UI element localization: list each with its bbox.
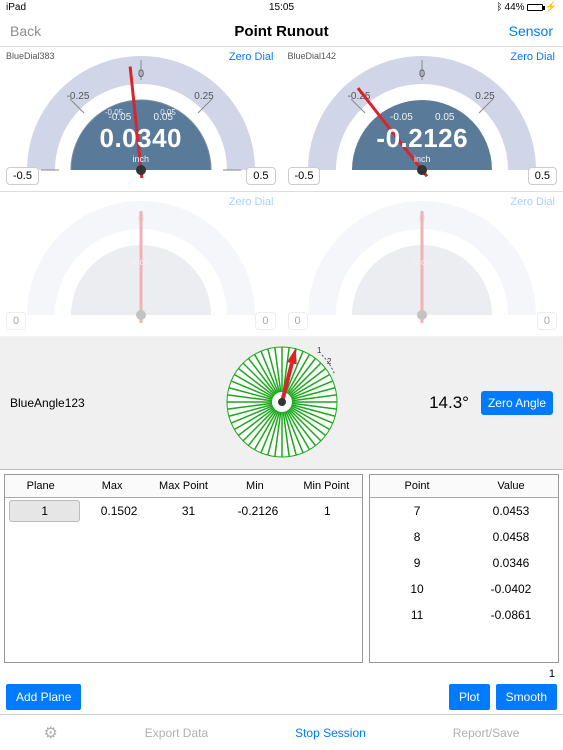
dial-2-reading: -0.05 0.05 -0.2126 inch bbox=[376, 112, 468, 164]
table-row[interactable]: 10-0.0402 bbox=[370, 576, 558, 602]
battery-icon bbox=[527, 4, 543, 11]
col-maxpoint: Max Point bbox=[148, 475, 219, 497]
svg-text:-0.25: -0.25 bbox=[66, 91, 89, 102]
svg-text:0.25: 0.25 bbox=[476, 91, 496, 102]
sensor-button[interactable]: Sensor bbox=[509, 23, 553, 39]
col-point: Point bbox=[370, 475, 464, 497]
status-time: 15:05 bbox=[0, 2, 563, 13]
svg-text:2: 2 bbox=[327, 357, 332, 366]
col-value: Value bbox=[464, 475, 558, 497]
svg-text:0: 0 bbox=[419, 68, 425, 80]
stop-session-button[interactable]: Stop Session bbox=[295, 726, 366, 740]
button-row: Add Plane Plot Smooth bbox=[0, 682, 563, 714]
point-table: Point Value 70.045380.045890.034610-0.04… bbox=[369, 474, 559, 664]
dial-3-range-max[interactable]: 0 bbox=[255, 312, 275, 330]
angle-label: BlueAngle123 bbox=[10, 396, 85, 410]
settings-icon[interactable]: ⚙ bbox=[43, 723, 57, 743]
add-plane-button[interactable]: Add Plane bbox=[6, 684, 81, 710]
table-row[interactable]: 90.0346 bbox=[370, 550, 558, 576]
smooth-button[interactable]: Smooth bbox=[496, 684, 557, 710]
plot-button[interactable]: Plot bbox=[449, 684, 490, 710]
back-button[interactable]: Back bbox=[10, 23, 41, 39]
bottom-toolbar: ⚙ Export Data Stop Session Report/Save bbox=[0, 714, 563, 750]
status-bar: iPad 15:05 ᛒ 44% ⚡ bbox=[0, 0, 563, 16]
table-row[interactable]: 1 0.1502 31 -0.2126 1 bbox=[5, 498, 362, 524]
dial-2: BlueDial142 Zero Dial 0 -0.25 0.25 bbox=[282, 47, 563, 192]
dial-1: BlueDial383 Zero Dial 0 -0.25 0.25 -0.05… bbox=[0, 47, 282, 192]
svg-text:0.25: 0.25 bbox=[194, 91, 214, 102]
zero-angle-button[interactable]: Zero Angle bbox=[481, 391, 553, 415]
dial-4-reading: inch bbox=[414, 257, 431, 267]
dial-3: Zero Dial 0 inch 0 0 bbox=[0, 192, 282, 337]
page-indicator: 1 bbox=[0, 667, 563, 682]
dial-1-reading: -0.05 0.05 0.0340 inch bbox=[99, 112, 182, 164]
dials-grid: BlueDial383 Zero Dial 0 -0.25 0.25 -0.05… bbox=[0, 47, 563, 337]
page-title: Point Runout bbox=[0, 23, 563, 40]
col-plane: Plane bbox=[5, 475, 76, 497]
angle-wheel: 1 2 bbox=[217, 337, 347, 470]
dial-1-range-max[interactable]: 0.5 bbox=[246, 167, 275, 185]
angle-value: 14.3° bbox=[429, 393, 469, 413]
svg-text:0: 0 bbox=[138, 68, 144, 80]
report-save-button[interactable]: Report/Save bbox=[453, 726, 520, 740]
dial-4-range-min[interactable]: 0 bbox=[288, 312, 308, 330]
dial-4: Zero Dial 0 inch 0 0 bbox=[282, 192, 563, 337]
col-minpoint: Min Point bbox=[291, 475, 362, 497]
col-max: Max bbox=[76, 475, 147, 497]
col-min: Min bbox=[219, 475, 290, 497]
plane-table: Plane Max Max Point Min Min Point 1 0.15… bbox=[4, 474, 363, 664]
dial-4-range-max[interactable]: 0 bbox=[537, 312, 557, 330]
angle-section: BlueAngle123 1 2 14.3° Zero Angle bbox=[0, 337, 563, 469]
export-data-button[interactable]: Export Data bbox=[145, 726, 208, 740]
dial-2-range-min[interactable]: -0.5 bbox=[288, 167, 321, 185]
tables-area: Plane Max Max Point Min Min Point 1 0.15… bbox=[0, 470, 563, 668]
table-row[interactable]: 70.0453 bbox=[370, 498, 558, 524]
nav-bar: Back Point Runout Sensor bbox=[0, 16, 563, 48]
dial-1-range-min[interactable]: -0.5 bbox=[6, 167, 39, 185]
table-row[interactable]: 11-0.0861 bbox=[370, 602, 558, 628]
dial-2-range-max[interactable]: 0.5 bbox=[528, 167, 557, 185]
dial-3-reading: inch bbox=[132, 257, 149, 267]
svg-text:1: 1 bbox=[317, 346, 322, 355]
dial-3-range-min[interactable]: 0 bbox=[6, 312, 26, 330]
table-row[interactable]: 80.0458 bbox=[370, 524, 558, 550]
